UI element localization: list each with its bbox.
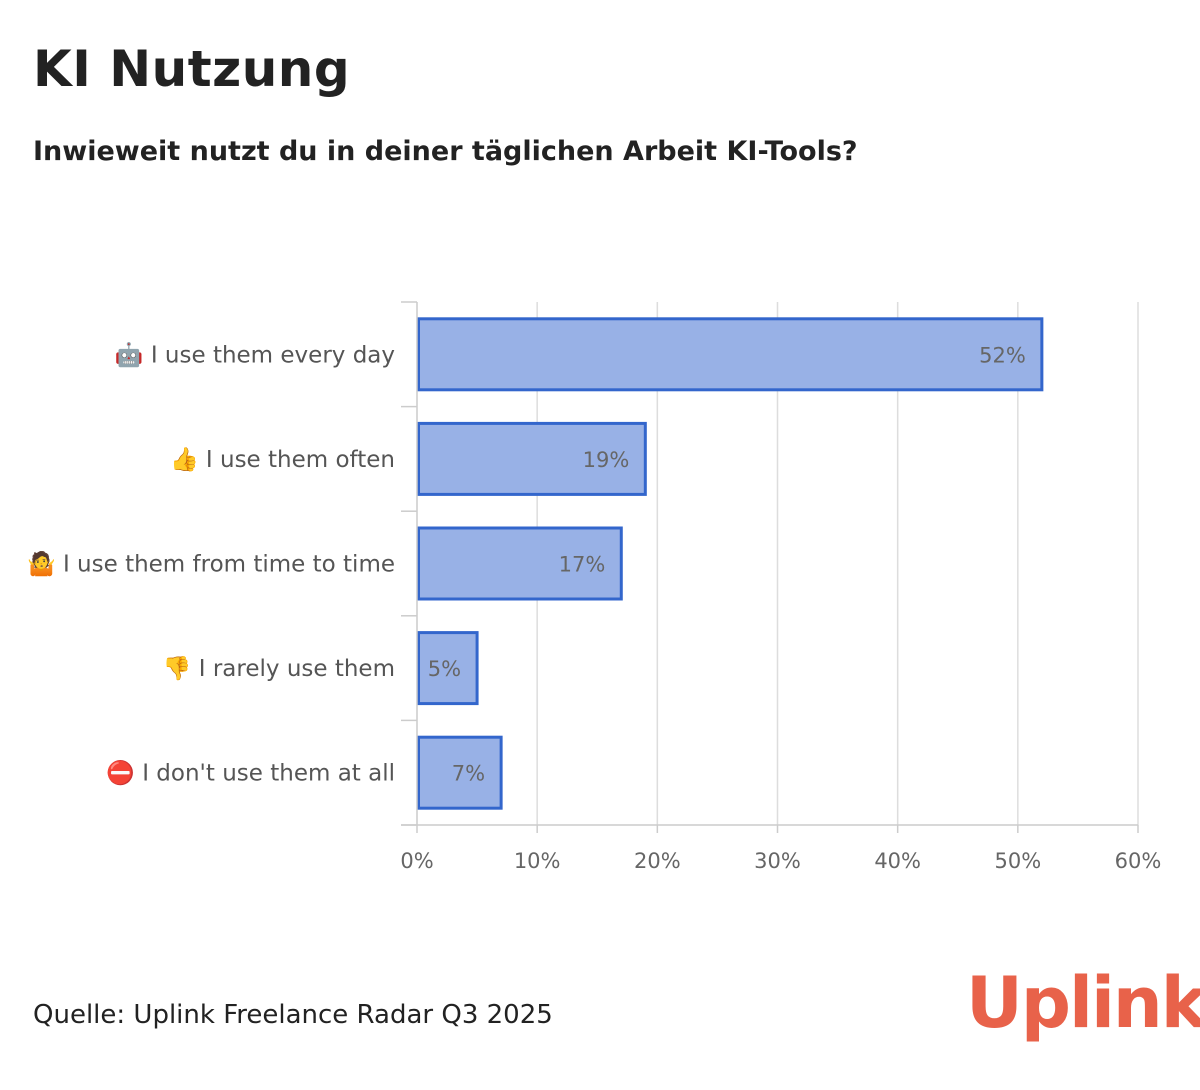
bars (417, 317, 1044, 810)
bar (417, 735, 503, 810)
bar-value-label: 5% (428, 657, 461, 681)
x-tick-label: 30% (754, 849, 801, 873)
source-note: Quelle: Uplink Freelance Radar Q3 2025 (33, 1000, 553, 1030)
x-tick-label: 50% (994, 849, 1041, 873)
x-tick-label: 0% (400, 849, 433, 873)
labels: 0% 10% 20% 30% 40% 50% 60% 52% 🤖 I use them ever… (27, 341, 1161, 873)
bar (417, 421, 647, 496)
category-label: ⛔ I don't use them at all (106, 760, 395, 787)
bar-value-label: 19% (583, 448, 630, 472)
category-label: 👍 I use them often (170, 446, 395, 473)
category-label: 🤷 I use them from time to time (27, 550, 395, 578)
bar (417, 317, 1044, 392)
bar-value-label: 52% (979, 343, 1026, 367)
chart-title: KI Nutzung (33, 40, 351, 98)
bar-value-label: 17% (559, 553, 606, 577)
uplink-logo: Uplink (966, 962, 1200, 1044)
bar-value-label: 7% (452, 762, 485, 786)
x-tick-label: 40% (874, 849, 921, 873)
chart-subtitle: Inwieweit nutzt du in deiner täglichen A… (33, 136, 858, 167)
x-tick-label: 20% (634, 849, 681, 873)
category-label: 👎 I rarely use them (163, 655, 395, 682)
axes (401, 301, 1139, 833)
category-label: 🤖 I use them every day (115, 341, 395, 368)
x-tick-label: 60% (1115, 849, 1162, 873)
x-tick-label: 10% (514, 849, 561, 873)
bar (417, 526, 623, 601)
bar (417, 631, 479, 706)
